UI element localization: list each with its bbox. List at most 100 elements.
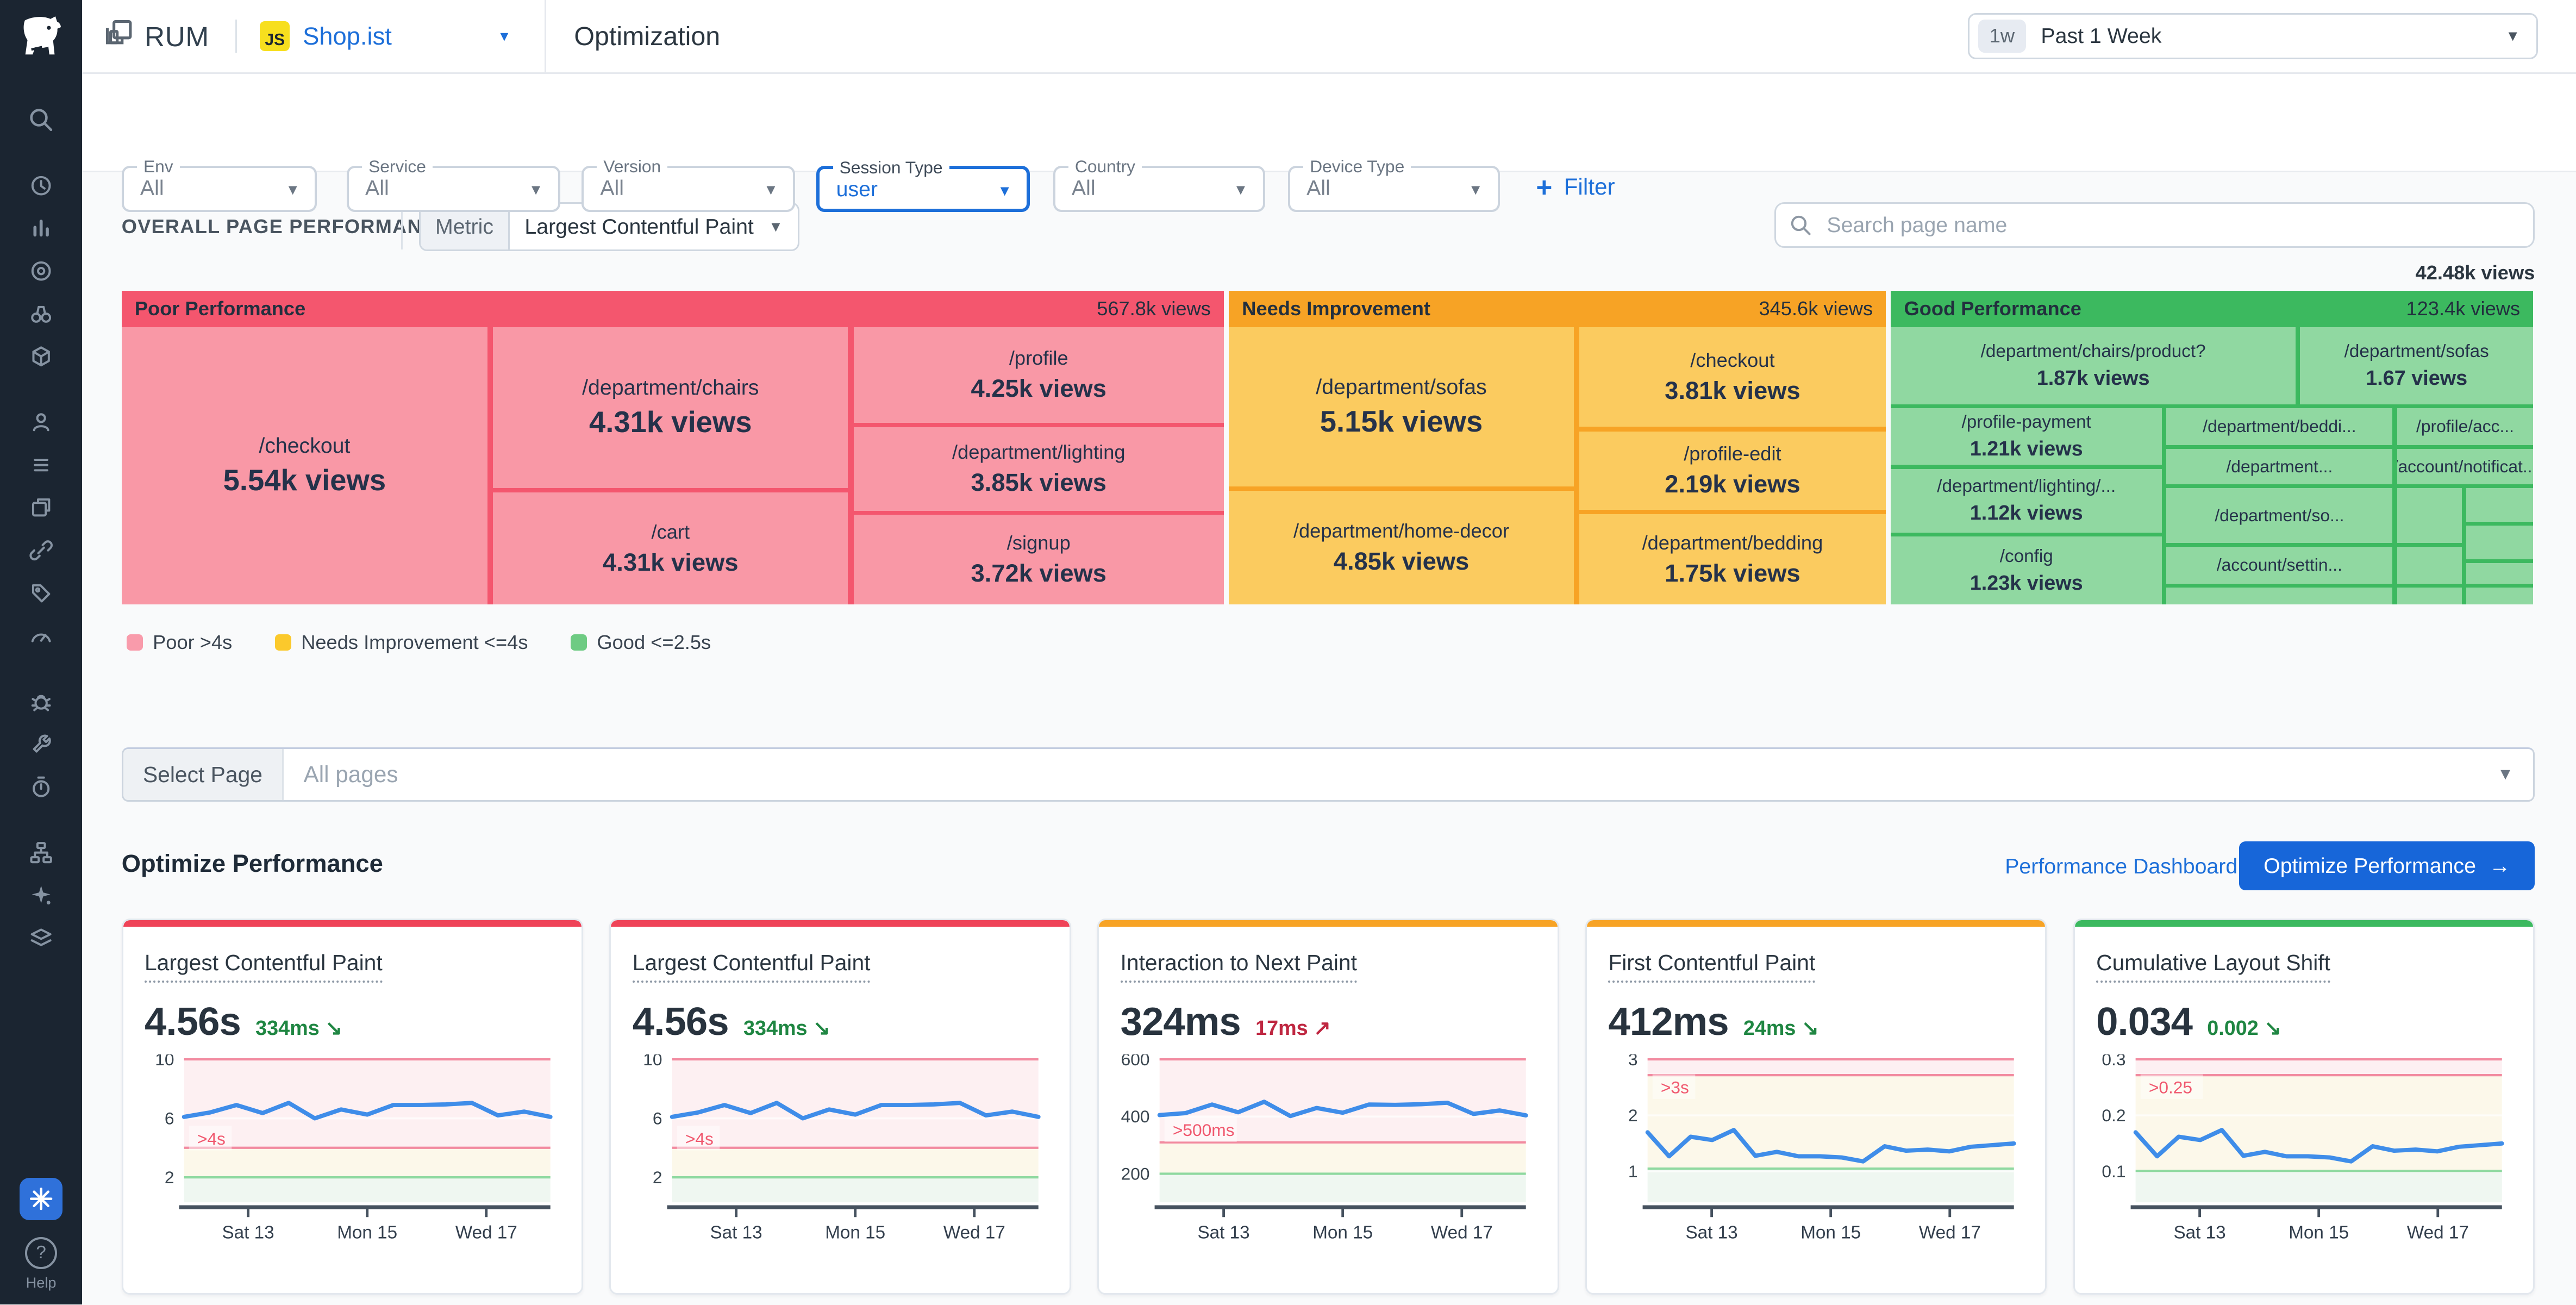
gauge-icon[interactable]	[0, 615, 82, 658]
performance-dashboard-link[interactable]: Performance Dashboard	[2005, 854, 2238, 878]
treemap-cell-profile[interactable]: /profile 4.25k views	[853, 327, 1224, 423]
filter-env[interactable]: Env All ▼	[121, 157, 317, 212]
treemap-cell-page: /department/so...	[2215, 505, 2344, 526]
bug-icon[interactable]	[0, 680, 82, 723]
treemap-cell-department-lighting[interactable]: /department/lighting/... 1.12k views	[1891, 469, 2162, 533]
add-filter-button[interactable]: + Filter	[1536, 171, 1615, 203]
treemap-cell-department-bedding[interactable]: /department/bedding 1.75k views	[1579, 514, 1886, 605]
plus-icon: +	[1536, 171, 1553, 203]
filter-country[interactable]: Country All ▼	[1053, 157, 1265, 212]
treemap-cell-empty[interactable]	[2466, 563, 2534, 584]
wrench-icon[interactable]	[0, 723, 82, 766]
card-title[interactable]: First Contentful Paint	[1608, 950, 1816, 983]
card-title[interactable]: Interaction to Next Paint	[1120, 950, 1357, 983]
card-value: 0.034	[2096, 1000, 2193, 1044]
treemap-cell-department-lighting[interactable]: /department/lighting 3.85k views	[853, 427, 1224, 511]
page-select-combobox[interactable]: Select Page All pages ▼	[121, 747, 2535, 802]
page-select-placeholder: All pages	[303, 761, 398, 788]
layers-icon[interactable]	[0, 917, 82, 960]
service-selector[interactable]: Shop.ist	[303, 22, 392, 50]
people-icon[interactable]	[0, 401, 82, 444]
treemap-section-good-performance: Good Performance 123.4k views/department/…	[1891, 291, 2534, 605]
treemap-cell-views: 1.12k views	[1969, 502, 2083, 525]
app-tile-icon[interactable]	[20, 1177, 62, 1221]
treemap-cell-views: 1.23k views	[1969, 571, 2083, 595]
divider	[545, 0, 547, 72]
treemap-section-views: 123.4k views	[2406, 297, 2521, 320]
card-chart: 3 2 1 >3s Sat 13 Mon 15 Wed 17	[1602, 1049, 2024, 1253]
help-button[interactable]: ? Help	[24, 1237, 58, 1291]
chevron-down-icon[interactable]: ▾	[500, 27, 509, 45]
treemap-cell-empty[interactable]	[2466, 488, 2534, 522]
treemap-cell-department[interactable]: /department...	[2166, 449, 2393, 485]
trend-arrow-icon: ↗	[1314, 1017, 1331, 1040]
svg-text:Mon 15: Mon 15	[1800, 1222, 1861, 1242]
treemap-cell-profile-edit[interactable]: /profile-edit 2.19k views	[1579, 431, 1886, 510]
treemap-cell-empty[interactable]	[2466, 525, 2534, 560]
svg-text:400: 400	[1121, 1107, 1150, 1126]
performance-treemap: Poor Performance 567.8k views/checkout 5.5…	[121, 291, 2535, 605]
treemap-cell-views: 1.75k views	[1665, 559, 1800, 587]
treemap-cell-account-notificat[interactable]: /account/notificat...	[2397, 449, 2534, 485]
treemap-cell-profile-payment[interactable]: /profile-payment 1.21k views	[1891, 408, 2162, 465]
treemap-cell-checkout[interactable]: /checkout 5.54k views	[121, 327, 488, 605]
caret-down-icon: ▼	[763, 181, 778, 198]
treemap-cell-cart[interactable]: /cart 4.31k views	[493, 492, 848, 605]
tag-icon[interactable]	[0, 572, 82, 615]
filter-value: All	[140, 176, 164, 201]
treemap-cell-checkout[interactable]: /checkout 3.81k views	[1579, 327, 1886, 427]
filter-device-type[interactable]: Device Type All ▼	[1287, 157, 1500, 212]
treemap-cell-empty[interactable]	[2397, 488, 2462, 543]
treemap-cell-department-chairs[interactable]: /department/chairs 4.31k views	[493, 327, 848, 488]
history-icon[interactable]	[0, 164, 82, 207]
top-bar: RUM JS Shop.ist ▾ Optimization 1w Past 1…	[82, 0, 2576, 74]
treemap-cell-config[interactable]: /config 1.23k views	[1891, 536, 2162, 605]
svg-text:0.3: 0.3	[2102, 1054, 2125, 1069]
treemap-cell-department-home-decor[interactable]: /department/home-decor 4.85k views	[1229, 491, 1574, 605]
card-title[interactable]: Largest Contentful Paint	[144, 950, 383, 983]
treemap-cell-views: 5.15k views	[1320, 404, 1483, 438]
svg-text:200: 200	[1121, 1164, 1150, 1183]
caret-down-icon: ▼	[1468, 181, 1483, 198]
windows-icon[interactable]	[0, 486, 82, 529]
treemap-cell-empty[interactable]	[2397, 587, 2462, 605]
search-icon[interactable]	[0, 98, 82, 141]
list-icon[interactable]	[0, 444, 82, 486]
target-icon[interactable]	[0, 249, 82, 292]
svg-text:>4s: >4s	[197, 1128, 226, 1148]
tree-icon[interactable]	[0, 832, 82, 875]
treemap-cell-views: 1.67 views	[2366, 366, 2468, 390]
datadog-logo-icon[interactable]	[0, 0, 82, 76]
js-badge-icon: JS	[260, 21, 290, 51]
cubes-icon[interactable]	[0, 335, 82, 378]
svg-text:0.2: 0.2	[2102, 1106, 2125, 1125]
search-input[interactable]	[1823, 211, 2534, 239]
treemap-cell-signup[interactable]: /signup 3.72k views	[853, 515, 1224, 605]
treemap-cell-department-so[interactable]: /department/so...	[2166, 488, 2393, 543]
treemap-cell-empty[interactable]	[2466, 587, 2534, 605]
filter-service[interactable]: Service All ▼	[346, 157, 560, 212]
treemap-cell-profile-acc[interactable]: /profile/acc...	[2397, 408, 2534, 446]
timer-icon[interactable]	[0, 766, 82, 809]
treemap-cell-empty[interactable]	[2166, 587, 2393, 605]
treemap-cell-account-settin[interactable]: /account/settin...	[2166, 547, 2393, 584]
treemap-cell-department-beddi[interactable]: /department/beddi...	[2166, 408, 2393, 446]
caret-down-icon: ▼	[285, 181, 301, 198]
optimize-performance-button[interactable]: Optimize Performance →	[2239, 841, 2535, 891]
treemap-cell-department-sofas[interactable]: /department/sofas 1.67 views	[2300, 327, 2534, 404]
treemap-section-poor-performance: Poor Performance 567.8k views/checkout 5.5…	[121, 291, 1224, 605]
binoculars-icon[interactable]	[0, 292, 82, 335]
treemap-cell-views: 4.31k views	[603, 548, 739, 576]
time-range-selector[interactable]: 1w Past 1 Week ▼	[1968, 13, 2539, 59]
card-title[interactable]: Cumulative Layout Shift	[2096, 950, 2330, 983]
sparkle-icon[interactable]	[0, 874, 82, 917]
treemap-cell-department-sofas[interactable]: /department/sofas 5.15k views	[1229, 327, 1574, 487]
card-title[interactable]: Largest Contentful Paint	[632, 950, 871, 983]
link-icon[interactable]	[0, 529, 82, 572]
treemap-cell-page: /department/sofas	[1316, 374, 1487, 399]
treemap-cell-department-chairs-product[interactable]: /department/chairs/product? 1.87k views	[1891, 327, 2296, 404]
filter-version[interactable]: Version All ▼	[582, 157, 796, 212]
bar-chart-icon[interactable]	[0, 207, 82, 250]
treemap-cell-empty[interactable]	[2397, 547, 2462, 584]
filter-session-type[interactable]: Session Type user ▼	[816, 158, 1030, 212]
